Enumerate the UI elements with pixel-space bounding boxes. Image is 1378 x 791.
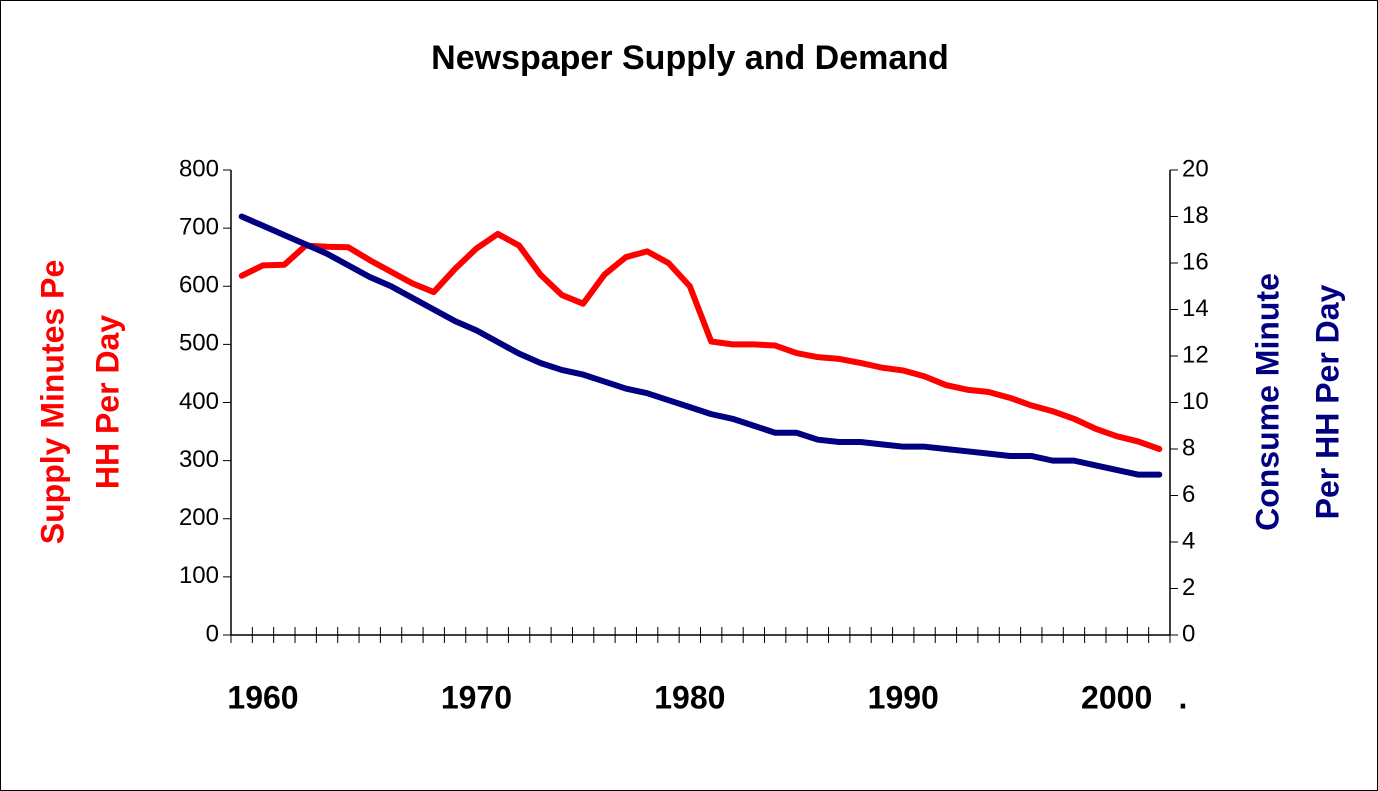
y2-tick-label: 6 <box>1182 481 1195 508</box>
y-tick-label: 800 <box>179 155 219 182</box>
x-tick-label: 1990 <box>868 679 939 715</box>
y2-tick-label: 8 <box>1182 434 1195 461</box>
y2-tick-label: 10 <box>1182 388 1209 415</box>
y-tick-label: 100 <box>179 562 219 589</box>
y-tick-label: 400 <box>179 388 219 415</box>
y-tick-label: 700 <box>179 213 219 240</box>
x-tick-label: 1980 <box>654 679 725 715</box>
chart-title: Newspaper Supply and Demand <box>431 39 949 77</box>
y-tick-label: 300 <box>179 446 219 473</box>
series-line <box>238 230 1163 452</box>
y2-tick-label: 18 <box>1182 202 1209 229</box>
y2-tick-label: 12 <box>1182 341 1209 368</box>
y-axis-label: Supply Minutes Pe <box>34 260 70 544</box>
y2-tick-label: 2 <box>1182 574 1195 601</box>
y2-tick-label: 20 <box>1182 155 1209 182</box>
y2-axis-label: Per HH Per Day <box>1309 284 1345 519</box>
y2-axis-label: Consume Minute <box>1249 273 1285 531</box>
y2-tick-label: 16 <box>1182 248 1209 275</box>
x-tick-label: 1970 <box>441 679 512 715</box>
y-axis-label: HH Per Day <box>89 315 125 490</box>
y-tick-label: 0 <box>206 620 219 647</box>
y-tick-label: 600 <box>179 272 219 299</box>
series-line <box>238 213 1163 478</box>
annotation: . <box>1179 679 1188 715</box>
x-tick-label: 1960 <box>227 679 298 715</box>
y2-tick-label: 4 <box>1182 527 1195 554</box>
y-tick-label: 500 <box>179 330 219 357</box>
y2-tick-label: 14 <box>1182 295 1209 322</box>
y2-tick-label: 0 <box>1182 620 1195 647</box>
y-tick-label: 200 <box>179 504 219 531</box>
x-tick-label: 2000 <box>1081 679 1152 715</box>
